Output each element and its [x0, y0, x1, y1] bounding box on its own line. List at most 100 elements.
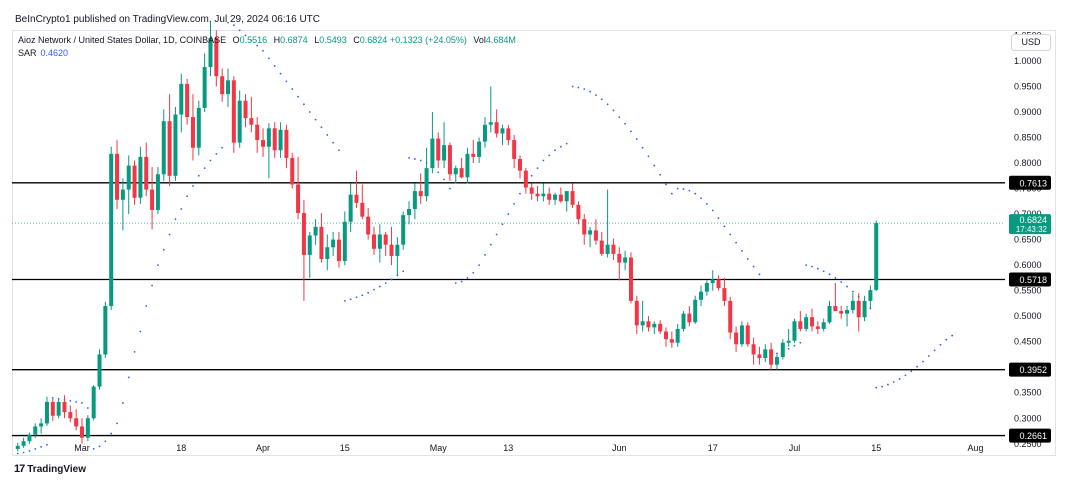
y-tick-label: 0.8000: [1014, 158, 1042, 168]
sar-dot: [28, 450, 31, 452]
y-tick-label: 0.9500: [1014, 81, 1042, 91]
sar-dot: [121, 402, 124, 404]
chart-frame[interactable]: [12, 30, 1056, 456]
candle-body: [774, 357, 779, 365]
candle-body: [342, 221, 347, 262]
sar-dot: [513, 202, 516, 205]
candle-body: [453, 168, 458, 175]
candle-body: [91, 386, 96, 419]
sar-dot: [151, 284, 153, 287]
sar-dot: [811, 265, 813, 268]
candle-body: [307, 235, 312, 255]
x-tick-label: Jul: [789, 443, 801, 453]
sar-dot: [98, 445, 101, 448]
sar-dot: [419, 159, 422, 162]
x-tick-label: 18: [176, 443, 186, 453]
y-tick-label: 0.6000: [1014, 260, 1042, 270]
candle-body: [558, 194, 563, 202]
candle-body: [354, 194, 359, 203]
y-tick-label: 0.3000: [1014, 413, 1042, 423]
y-tick-label: 0.2500: [1014, 439, 1042, 449]
x-tick-label: Mar: [74, 443, 90, 453]
candle-body: [395, 244, 400, 256]
sar-dot: [653, 164, 656, 167]
sar-dot: [413, 158, 416, 160]
currency-button[interactable]: USD: [1011, 34, 1051, 51]
candle-body: [710, 279, 715, 283]
sar-dot: [75, 401, 78, 403]
candle-body: [21, 441, 26, 446]
sar-dot: [741, 249, 743, 252]
candle-body: [780, 342, 785, 358]
key-level-label: 0.2661: [1019, 431, 1047, 441]
key-level-label: 0.5718: [1019, 275, 1047, 285]
candle-body: [664, 331, 668, 340]
key-level-tag: [1009, 272, 1051, 287]
sar-dot: [729, 233, 732, 236]
candle-body: [687, 313, 692, 323]
candle-body: [512, 140, 517, 159]
sar-dot: [162, 248, 165, 251]
candle-body: [769, 349, 774, 365]
candle-body: [97, 354, 102, 387]
sar-dot: [157, 264, 159, 267]
sar-dot: [390, 278, 393, 281]
sar-dot: [606, 103, 609, 106]
candle-body: [284, 129, 289, 158]
candle-body: [599, 240, 604, 254]
sar-dot: [700, 197, 702, 200]
sar-dot: [22, 451, 25, 454]
sar-dot: [168, 233, 171, 236]
candle-body: [593, 230, 598, 241]
sar-dot: [51, 396, 54, 399]
sar-dot: [519, 192, 521, 195]
tradingview-logo[interactable]: 17 TradingView: [14, 463, 86, 475]
candle-body: [56, 401, 61, 416]
candle-body: [839, 311, 844, 314]
candle-body: [243, 100, 248, 119]
sar-dot: [192, 185, 194, 187]
sar-dot: [589, 90, 591, 93]
sar-dot: [466, 276, 469, 279]
candle-body: [447, 145, 452, 175]
symbol-legend[interactable]: Aioz Network / United States Dollar, 1D,…: [18, 35, 516, 45]
candle-body: [564, 191, 569, 202]
candle-body: [471, 153, 476, 157]
sar-dot: [384, 282, 387, 284]
sar-dot: [665, 183, 667, 186]
candle-body: [266, 128, 271, 147]
sar-dot: [939, 343, 942, 346]
candle-body: [68, 412, 73, 419]
x-tick-label: 15: [871, 443, 881, 453]
candle-body: [278, 129, 283, 151]
y-tick-label: 0.8500: [1014, 133, 1042, 143]
candle-body: [570, 191, 575, 205]
sar-dot: [822, 270, 825, 273]
sar-dot: [209, 159, 212, 162]
candle-body: [716, 279, 721, 289]
candle-body: [845, 310, 850, 314]
sar-dot: [659, 173, 662, 176]
sar-dot: [69, 400, 72, 402]
candle-body: [798, 321, 803, 329]
candle-body: [155, 174, 160, 210]
candle-body: [360, 202, 365, 217]
candle-body: [646, 321, 651, 328]
candle-body: [693, 299, 698, 323]
candle-body: [80, 426, 84, 438]
sar-dot: [227, 21, 229, 24]
sar-dot: [133, 351, 136, 353]
sar-dot: [291, 88, 294, 90]
sar-dot: [887, 383, 889, 386]
candle-body: [389, 244, 394, 256]
candle-body: [442, 145, 447, 161]
sar-dot: [559, 145, 562, 148]
sar-legend[interactable]: SAR 0.4620: [18, 48, 68, 58]
sar-dot: [898, 378, 901, 380]
candle-body: [115, 153, 120, 200]
sar-dot: [682, 188, 685, 190]
candle-body: [372, 234, 376, 249]
sar-dot: [536, 167, 539, 170]
candle-body: [634, 300, 639, 326]
